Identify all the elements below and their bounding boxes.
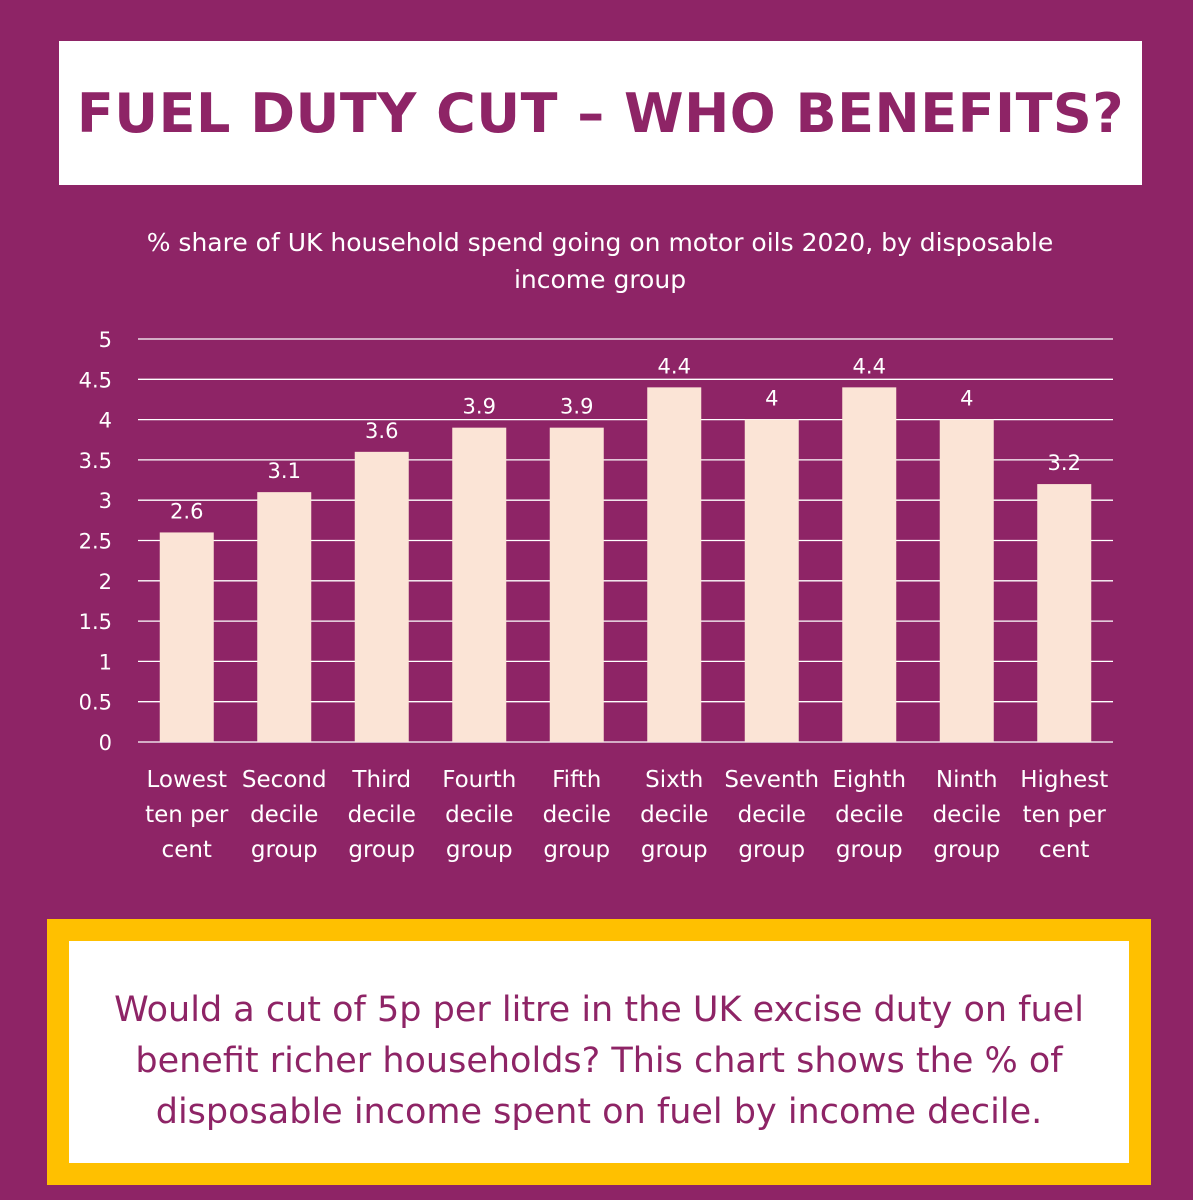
- x-tick-label: Fourth: [442, 767, 516, 793]
- bar: [939, 419, 994, 742]
- bar: [354, 451, 409, 742]
- x-tick-label: Sixth: [645, 767, 703, 793]
- x-tick-label: group: [251, 837, 318, 863]
- caption-box: Would a cut of 5p per litre in the UK ex…: [69, 941, 1129, 1163]
- x-tick-label: Lowest: [147, 767, 227, 793]
- x-tick-label: group: [446, 837, 513, 863]
- data-label: 3.9: [560, 395, 593, 419]
- bar: [647, 387, 702, 742]
- x-tick-label: Second: [242, 767, 327, 793]
- headline-box: FUEL DUTY CUT – WHO BENEFITS?: [59, 41, 1142, 185]
- bar: [257, 492, 312, 742]
- x-tick-label: decile: [835, 802, 903, 828]
- y-tick-label: 2: [99, 570, 112, 594]
- x-tick-label: Highest: [1020, 767, 1108, 793]
- x-tick-label: decile: [640, 802, 708, 828]
- data-label: 3.6: [365, 419, 398, 443]
- x-tick-label: ten per: [1023, 802, 1107, 828]
- bar: [744, 419, 799, 742]
- y-tick-label: 1: [99, 650, 112, 674]
- data-label: 3.2: [1048, 451, 1081, 475]
- data-label: 4.4: [853, 354, 886, 378]
- data-label: 3.9: [463, 395, 496, 419]
- data-label: 3.1: [268, 459, 301, 483]
- x-tick-label: Third: [351, 767, 411, 793]
- x-tick-label: Seventh: [724, 767, 819, 793]
- x-tick-label: Eighth: [832, 767, 906, 793]
- caption-text: Would a cut of 5p per litre in the UK ex…: [114, 989, 1084, 1132]
- x-tick-label: decile: [543, 802, 611, 828]
- data-label: 4: [960, 387, 973, 411]
- bar: [549, 427, 604, 742]
- x-tick-label: group: [933, 837, 1000, 863]
- x-tick-label: decile: [738, 802, 806, 828]
- x-tick-label: cent: [1039, 837, 1089, 863]
- bar: [1037, 484, 1092, 742]
- x-tick-label: decile: [933, 802, 1001, 828]
- y-tick-label: 3.5: [79, 449, 112, 473]
- x-tick-label: Fifth: [552, 767, 601, 793]
- y-tick-label: 4: [99, 409, 112, 433]
- data-label: 2.6: [170, 499, 203, 523]
- bar: [452, 427, 507, 742]
- x-tick-label: Ninth: [936, 767, 998, 793]
- x-tick-label: decile: [348, 802, 416, 828]
- x-tick-label: decile: [445, 802, 513, 828]
- x-tick-label: ten per: [145, 802, 229, 828]
- chart-title: % share of UK household spend going on m…: [146, 228, 1054, 294]
- y-tick-label: 2.5: [79, 530, 112, 554]
- bar-chart: 0 0.5 1 1.5 2 2.5 3 3.5 4 4.5 5 2.6 Lowest ten per cen…: [79, 328, 1113, 863]
- x-tick-label: group: [348, 837, 415, 863]
- y-tick-label: 4.5: [79, 368, 112, 392]
- data-label: 4.4: [658, 354, 691, 378]
- x-tick-label: group: [738, 837, 805, 863]
- x-tick-label: decile: [250, 802, 318, 828]
- bar: [159, 532, 214, 742]
- y-tick-label: 0.5: [79, 691, 112, 715]
- data-label: 4: [765, 387, 778, 411]
- x-tick-label: group: [836, 837, 903, 863]
- y-tick-label: 0: [99, 731, 112, 755]
- y-tick-label: 3: [99, 489, 112, 513]
- y-tick-label: 5: [99, 328, 112, 352]
- bar: [842, 387, 897, 742]
- headline: FUEL DUTY CUT – WHO BENEFITS?: [76, 81, 1125, 145]
- x-tick-label: group: [641, 837, 708, 863]
- x-tick-label: cent: [162, 837, 212, 863]
- x-tick-label: group: [543, 837, 610, 863]
- y-tick-label: 1.5: [79, 610, 112, 634]
